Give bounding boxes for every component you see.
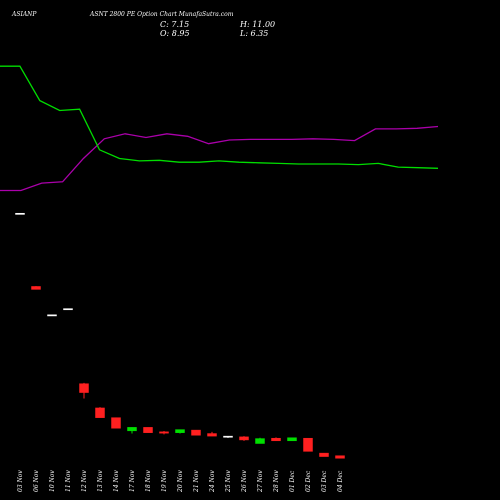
candle-13 — [207, 431, 217, 437]
x-tick-label: 27 Nov — [257, 470, 264, 493]
header-symbol: ASIANP — [11, 11, 37, 18]
x-tick-label: 10 Nov — [49, 470, 56, 492]
x-tick-label: 21 Nov — [193, 470, 200, 493]
candle-14 — [223, 435, 233, 438]
candle-2 — [31, 286, 41, 290]
overlay-line-green — [0, 65, 439, 169]
x-tick-label: 14 Nov — [113, 470, 120, 492]
candle-21 — [335, 455, 345, 459]
candle-7 — [111, 417, 121, 429]
x-tick-label: 28 Nov — [273, 470, 280, 493]
overlay-line-purple — [0, 125, 439, 192]
candle-body — [111, 417, 121, 429]
candle-4 — [63, 308, 73, 311]
x-tick-label: 03 Dec — [321, 470, 328, 492]
candle-8 — [127, 427, 137, 434]
candle-body — [255, 438, 265, 444]
candle-12 — [191, 429, 201, 436]
x-tick-label: 26 Nov — [241, 470, 248, 493]
x-tick-label: 11 Nov — [65, 470, 72, 492]
header-subtitle: ASNT 2800 PE Option Chart MunafaSutra.co… — [89, 11, 234, 18]
candle-body — [207, 433, 217, 437]
x-tick-label: 18 Nov — [145, 470, 152, 492]
candle-body — [15, 212, 25, 215]
candle-6 — [95, 407, 105, 418]
x-tick-label: 01 Dec — [289, 470, 296, 492]
candle-body — [143, 427, 153, 433]
candle-body — [175, 429, 185, 433]
x-tick-label: 13 Nov — [97, 470, 104, 492]
x-tick-label: 17 Nov — [129, 470, 136, 492]
x-tick-label: 25 Nov — [225, 470, 232, 493]
candle-body — [239, 436, 249, 441]
candle-20 — [319, 452, 329, 457]
candle-body — [319, 452, 329, 457]
candle-1 — [15, 212, 25, 215]
candle-5 — [79, 382, 89, 399]
candle-body — [63, 308, 73, 311]
x-tick-label: 04 Dec — [337, 470, 344, 492]
candle-body — [303, 437, 313, 452]
candle-body — [271, 437, 281, 442]
candle-body — [287, 437, 297, 442]
header-close: C: 7.15 — [160, 20, 189, 29]
candle-body — [223, 435, 233, 438]
candle-body — [95, 407, 105, 418]
candle-19 — [303, 437, 313, 452]
candle-body — [127, 427, 137, 432]
candle-10 — [159, 430, 169, 435]
candle-17 — [271, 437, 281, 442]
header-low: L: 6.35 — [239, 29, 268, 38]
x-tick-label: 06 Nov — [33, 470, 40, 492]
candle-body — [335, 455, 345, 459]
candle-body — [31, 286, 41, 290]
candle-body — [191, 429, 201, 436]
x-tick-label: 24 Nov — [209, 470, 216, 493]
candle-9 — [143, 427, 153, 433]
x-tick-label: 19 Nov — [161, 470, 168, 492]
candle-11 — [175, 429, 185, 434]
candle-15 — [239, 436, 249, 441]
x-axis-labels: 03 Nov 06 Nov 10 Nov 11 Nov 12 Nov 13 Nov 14 N… — [17, 470, 344, 493]
header-open: O: 8.95 — [160, 29, 190, 38]
candle-18 — [287, 437, 297, 442]
candle-body — [47, 314, 57, 317]
x-tick-label: 12 Nov — [81, 470, 88, 492]
candle-body — [159, 431, 169, 434]
candle-3 — [47, 314, 57, 317]
candles — [15, 212, 345, 459]
candle-16 — [255, 437, 265, 444]
overlay-lines — [0, 65, 439, 192]
candle-body — [79, 383, 89, 393]
x-tick-label: 02 Dec — [305, 470, 312, 492]
x-tick-label: 03 Nov — [17, 470, 24, 492]
x-tick-label: 20 Nov — [177, 470, 184, 493]
header-high: H: 11.00 — [239, 20, 275, 29]
